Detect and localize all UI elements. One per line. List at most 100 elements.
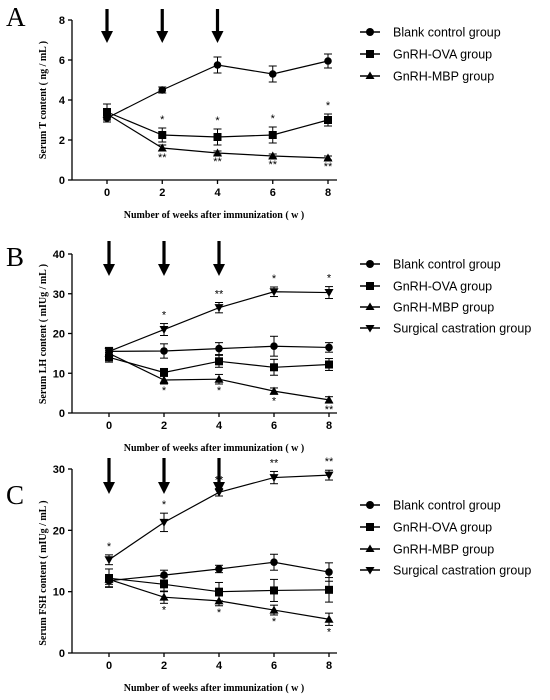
y-tick-label-c: 20	[53, 525, 65, 537]
x-tick-label-c: 4	[216, 660, 223, 672]
y-tick-label-c: 0	[59, 648, 65, 660]
significance-label: *	[272, 395, 277, 407]
x-tick-label-a: 6	[270, 187, 276, 199]
y-tick-label-b: 30	[53, 289, 65, 301]
down-arrow-head-icon	[156, 31, 169, 43]
significance-label: *	[217, 607, 222, 619]
triangle-down-marker-point	[214, 488, 224, 497]
x-tick-label-a: 0	[104, 187, 110, 199]
panel-label-a: A	[6, 2, 26, 32]
panel-label-b: B	[6, 242, 24, 272]
legend-label-gnrh-mbp-c: GnRH-MBP group	[393, 543, 494, 557]
legend-label-gnrh-ova-c: GnRH-OVA group	[393, 521, 492, 535]
significance-label: *	[162, 499, 167, 511]
triangle-up-marker-point	[213, 148, 222, 157]
legend-label-surgical-castration-c: Surgical castration group	[393, 564, 531, 578]
down-arrow-head-icon	[213, 482, 225, 494]
triangle-down-marker-point	[104, 347, 114, 356]
y-tick-label-a: 2	[59, 135, 65, 147]
square-marker-point	[213, 133, 222, 141]
y-tick-label-a: 6	[59, 55, 65, 67]
x-axis-title-b: Number of weeks after immunization ( w )	[124, 443, 304, 454]
circle-marker-point	[215, 565, 223, 573]
down-arrow-head-icon	[103, 264, 115, 276]
significance-label: **	[213, 156, 222, 168]
triangle-up-marker-icon	[365, 544, 375, 552]
y-tick-label-a: 4	[59, 95, 66, 107]
significance-label: **	[268, 159, 277, 171]
circle-marker-icon	[366, 501, 374, 509]
legend-label-gnrh-mbp-b: GnRH-MBP group	[393, 301, 494, 315]
x-tick-label-b: 8	[326, 420, 332, 432]
significance-label: *	[272, 273, 277, 285]
significance-label: *	[215, 115, 220, 127]
square-marker-point	[325, 585, 333, 594]
significance-label: *	[162, 385, 167, 397]
x-tick-label-b: 0	[106, 420, 112, 432]
legend-a: Blank control group GnRH-OVA group GnRH-…	[360, 26, 501, 84]
significance-label: *	[327, 626, 332, 638]
circle-marker-icon	[366, 260, 374, 268]
down-arrow-head-icon	[213, 264, 225, 276]
x-tick-label-c: 8	[326, 660, 332, 672]
triangle-down-marker-point	[104, 556, 114, 565]
legend-label-blank-control-b: Blank control group	[393, 258, 501, 272]
down-arrow-head-icon	[158, 264, 170, 276]
square-marker-point	[215, 587, 223, 596]
panel-label-c: C	[6, 480, 24, 510]
square-marker-point	[160, 580, 168, 589]
significance-label: *	[326, 100, 331, 112]
significance-label: **	[215, 288, 224, 300]
square-marker-point	[270, 363, 278, 372]
triangle-up-marker-point	[214, 596, 224, 605]
significance-label: **	[325, 456, 334, 468]
significance-label: *	[160, 114, 165, 126]
triangle-down-marker-point	[214, 304, 224, 313]
legend-label-gnrh-mbp-a: GnRH-MBP group	[393, 70, 494, 84]
legend-c: Blank control group GnRH-OVA group GnRH-…	[360, 499, 531, 578]
square-marker-point	[324, 116, 332, 124]
legend-label-surgical-castration-b: Surgical castration group	[393, 322, 531, 336]
square-marker-point	[215, 357, 223, 366]
significance-label: *	[271, 113, 276, 125]
legend-b: Blank control group GnRH-OVA group GnRH-…	[360, 258, 531, 336]
legend-label-gnrh-ova-a: GnRH-OVA group	[393, 48, 492, 62]
circle-marker-point	[160, 347, 168, 355]
square-marker-icon	[366, 282, 374, 290]
triangle-up-marker-point	[324, 614, 334, 623]
significance-label: *	[162, 604, 167, 616]
square-marker-point	[268, 131, 277, 139]
legend-label-blank-control-a: Blank control group	[393, 26, 501, 40]
circle-marker-point	[213, 61, 222, 69]
triangle-up-marker-point	[102, 109, 112, 118]
y-tick-label-a: 8	[59, 15, 65, 27]
significance-label: *	[107, 541, 112, 553]
x-axis-title-a: Number of weeks after immunization ( w )	[124, 210, 304, 221]
y-axis-title-c: Serum FSH content ( mIUg / mL )	[38, 500, 49, 645]
circle-marker-point	[215, 344, 223, 353]
circle-marker-point	[325, 343, 333, 352]
significance-label: **	[270, 457, 279, 469]
y-tick-label-b: 40	[53, 249, 65, 261]
circle-marker-point	[268, 70, 277, 78]
significance-label: **	[158, 152, 167, 164]
significance-label: **	[324, 161, 333, 173]
triangle-down-marker-icon	[365, 325, 375, 333]
square-marker-icon	[366, 523, 374, 531]
triangle-up-marker-point	[214, 374, 224, 383]
y-tick-label-b: 20	[53, 329, 65, 341]
square-marker-point	[160, 368, 168, 377]
significance-label: *	[217, 385, 222, 397]
x-tick-label-b: 4	[216, 420, 223, 432]
x-tick-label-a: 4	[214, 187, 221, 199]
significance-label: *	[327, 273, 332, 285]
triangle-down-marker-point	[269, 288, 279, 297]
x-tick-label-a: 8	[325, 187, 331, 199]
x-tick-label-b: 2	[161, 420, 167, 432]
significance-label: **	[325, 404, 334, 416]
y-tick-label-c: 10	[53, 587, 65, 599]
y-tick-label-a: 0	[59, 175, 65, 187]
